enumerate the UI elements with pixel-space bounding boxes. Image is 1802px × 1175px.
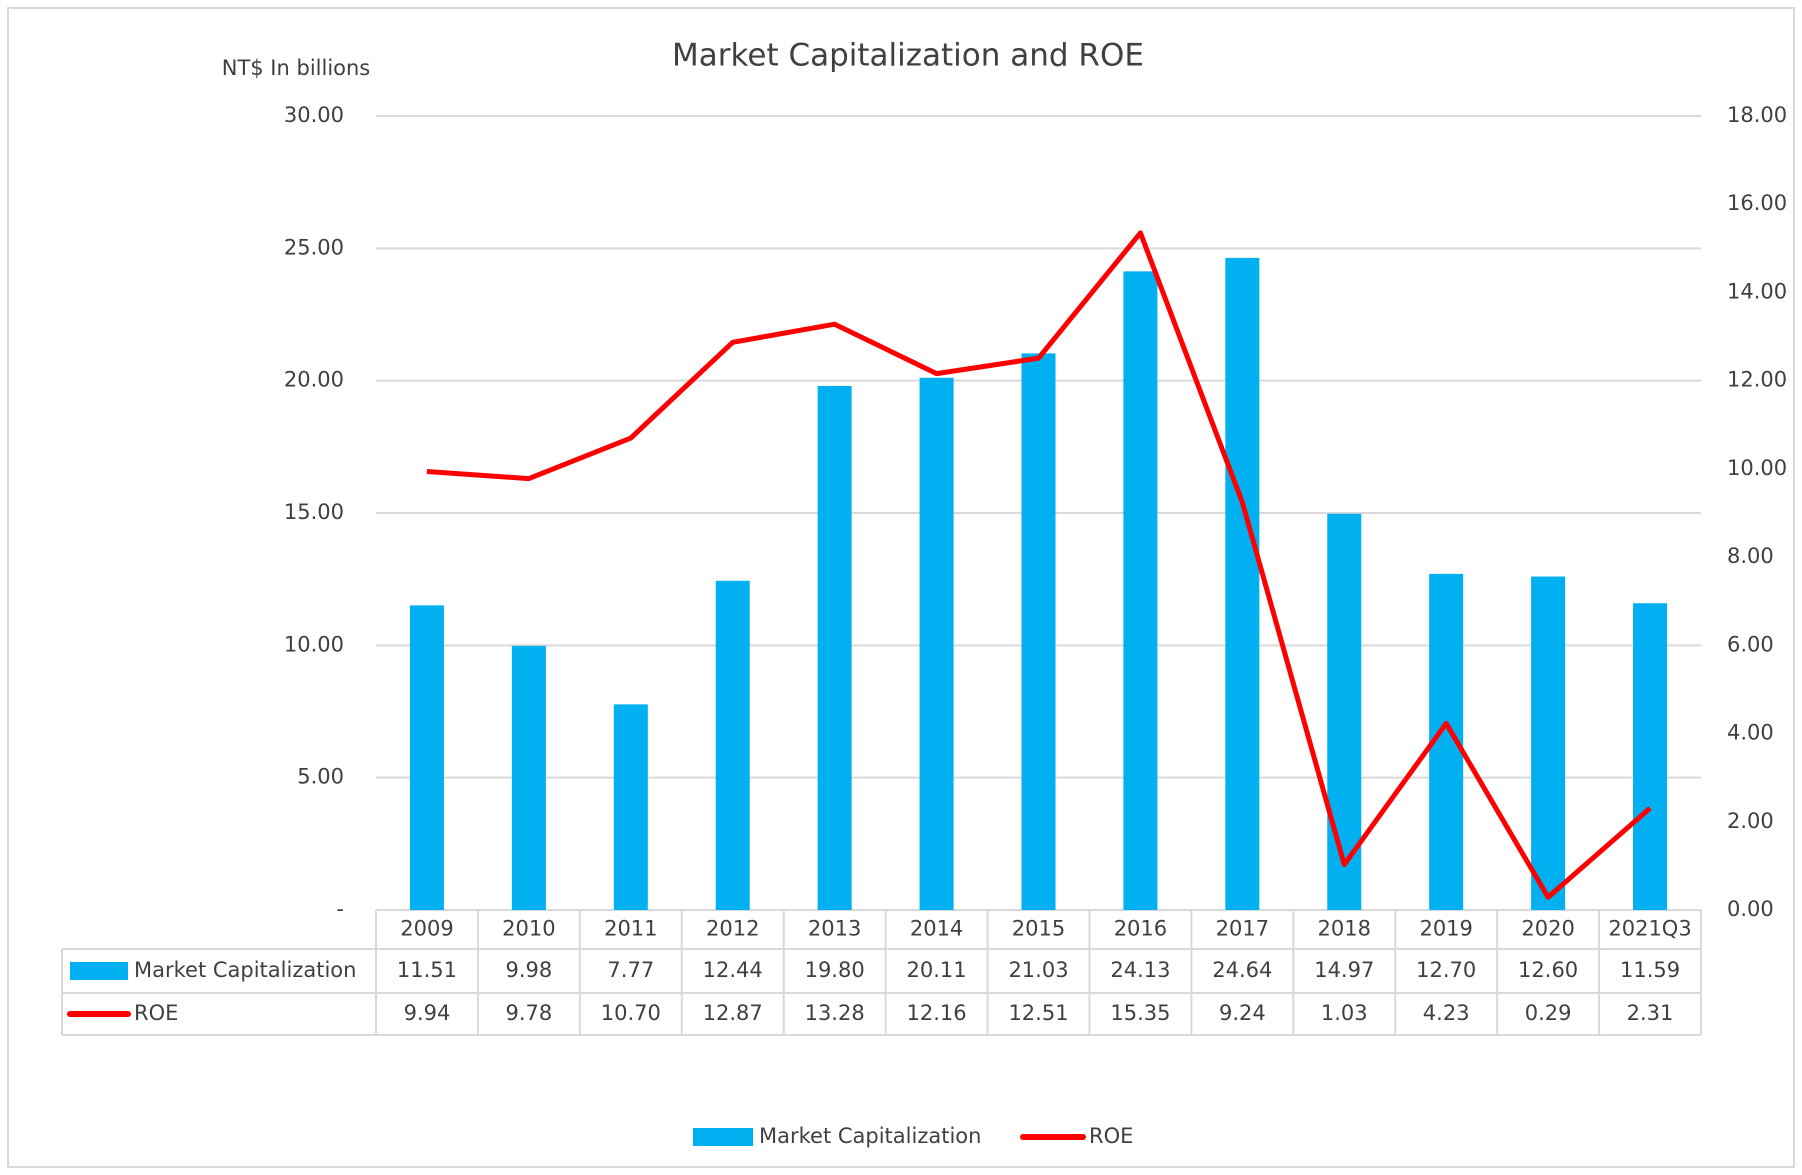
table-cell: 7.77 — [607, 958, 654, 982]
y2-tick-label: 4.00 — [1727, 721, 1774, 745]
bar — [613, 704, 648, 910]
table-cell: 9.24 — [1219, 1001, 1266, 1025]
y2-tick-label: 8.00 — [1727, 544, 1774, 568]
bar — [1531, 576, 1566, 910]
x-tick-label: 2019 — [1419, 917, 1472, 941]
bar — [919, 377, 954, 910]
table-cell: 12.51 — [1008, 1001, 1068, 1025]
y-tick-label: 25.00 — [284, 235, 344, 259]
bar — [1123, 271, 1158, 910]
bar — [409, 605, 444, 910]
y2-tick-label: 6.00 — [1727, 632, 1774, 656]
bar — [1633, 603, 1668, 910]
table-cell: 0.29 — [1525, 1001, 1572, 1025]
table-cell: 24.13 — [1110, 958, 1170, 982]
line — [426, 230, 1652, 900]
y2-tick-label: 0.00 — [1727, 897, 1774, 921]
bar — [1021, 353, 1056, 910]
legend-label: ROE — [1089, 1124, 1133, 1148]
table-row-label: ROE — [134, 1001, 178, 1025]
y2-tick-label: 18.00 — [1727, 103, 1787, 127]
y-tick-label: 20.00 — [284, 368, 344, 392]
table-cell: 15.35 — [1110, 1001, 1170, 1025]
x-tick-label: 2020 — [1521, 917, 1574, 941]
bar — [511, 645, 546, 910]
x-tick-label: 2017 — [1216, 917, 1269, 941]
table-cell: 12.87 — [703, 1001, 763, 1025]
table-cell: 20.11 — [907, 958, 967, 982]
chart-title: Market Capitalization and ROE — [672, 38, 1144, 74]
x-tick-label: 2015 — [1012, 917, 1065, 941]
table-cell: 12.16 — [907, 1001, 967, 1025]
y-tick-label: 5.00 — [297, 765, 344, 789]
x-tick-label: 2009 — [400, 917, 453, 941]
legend-label: Market Capitalization — [759, 1124, 981, 1148]
table-cell: 9.94 — [404, 1001, 451, 1025]
y2-tick-label: 2.00 — [1727, 809, 1774, 833]
x-tick-label: 2021Q3 — [1608, 917, 1691, 941]
legend-swatch — [693, 1128, 753, 1146]
table-row-label: Market Capitalization — [134, 958, 356, 982]
y2-tick-label: 14.00 — [1727, 279, 1787, 303]
x-tick-label: 2013 — [808, 917, 861, 941]
x-tick-label: 2011 — [604, 917, 657, 941]
y-tick-label: - — [336, 897, 344, 921]
x-tick-label: 2014 — [910, 917, 963, 941]
y2-tick-label: 12.00 — [1727, 368, 1787, 392]
table-cell: 10.70 — [601, 1001, 661, 1025]
table-cell: 24.64 — [1212, 958, 1272, 982]
legend-swatch — [70, 962, 128, 980]
table-cell: 9.98 — [506, 958, 553, 982]
table-cell: 11.59 — [1620, 958, 1680, 982]
y2-tick-label: 16.00 — [1727, 191, 1787, 215]
table-cell: 21.03 — [1008, 958, 1068, 982]
y-tick-label: 15.00 — [284, 500, 344, 524]
bar — [817, 385, 852, 911]
y2-tick-label: 10.00 — [1727, 456, 1787, 480]
table-cell: 2.31 — [1627, 1001, 1674, 1025]
bar — [1327, 513, 1362, 910]
x-tick-label: 2012 — [706, 917, 759, 941]
x-tick-label: 2010 — [502, 917, 555, 941]
table-cell: 1.03 — [1321, 1001, 1368, 1025]
bar — [1225, 257, 1260, 910]
x-tick-label: 2016 — [1114, 917, 1167, 941]
y-tick-label: 30.00 — [284, 103, 344, 127]
table-cell: 11.51 — [397, 958, 457, 982]
table-cell: 14.97 — [1314, 958, 1374, 982]
table-cell: 12.70 — [1416, 958, 1476, 982]
table-cell: 9.78 — [506, 1001, 553, 1025]
y-tick-label: 10.00 — [284, 632, 344, 656]
y-axis-label: NT$ In billions — [222, 56, 371, 80]
table-cell: 19.80 — [805, 958, 865, 982]
table-cell: 4.23 — [1423, 1001, 1470, 1025]
x-tick-label: 2018 — [1318, 917, 1371, 941]
table-cell: 13.28 — [805, 1001, 865, 1025]
table-cell: 12.60 — [1518, 958, 1578, 982]
table-cell: 12.44 — [703, 958, 763, 982]
bar — [715, 580, 750, 910]
